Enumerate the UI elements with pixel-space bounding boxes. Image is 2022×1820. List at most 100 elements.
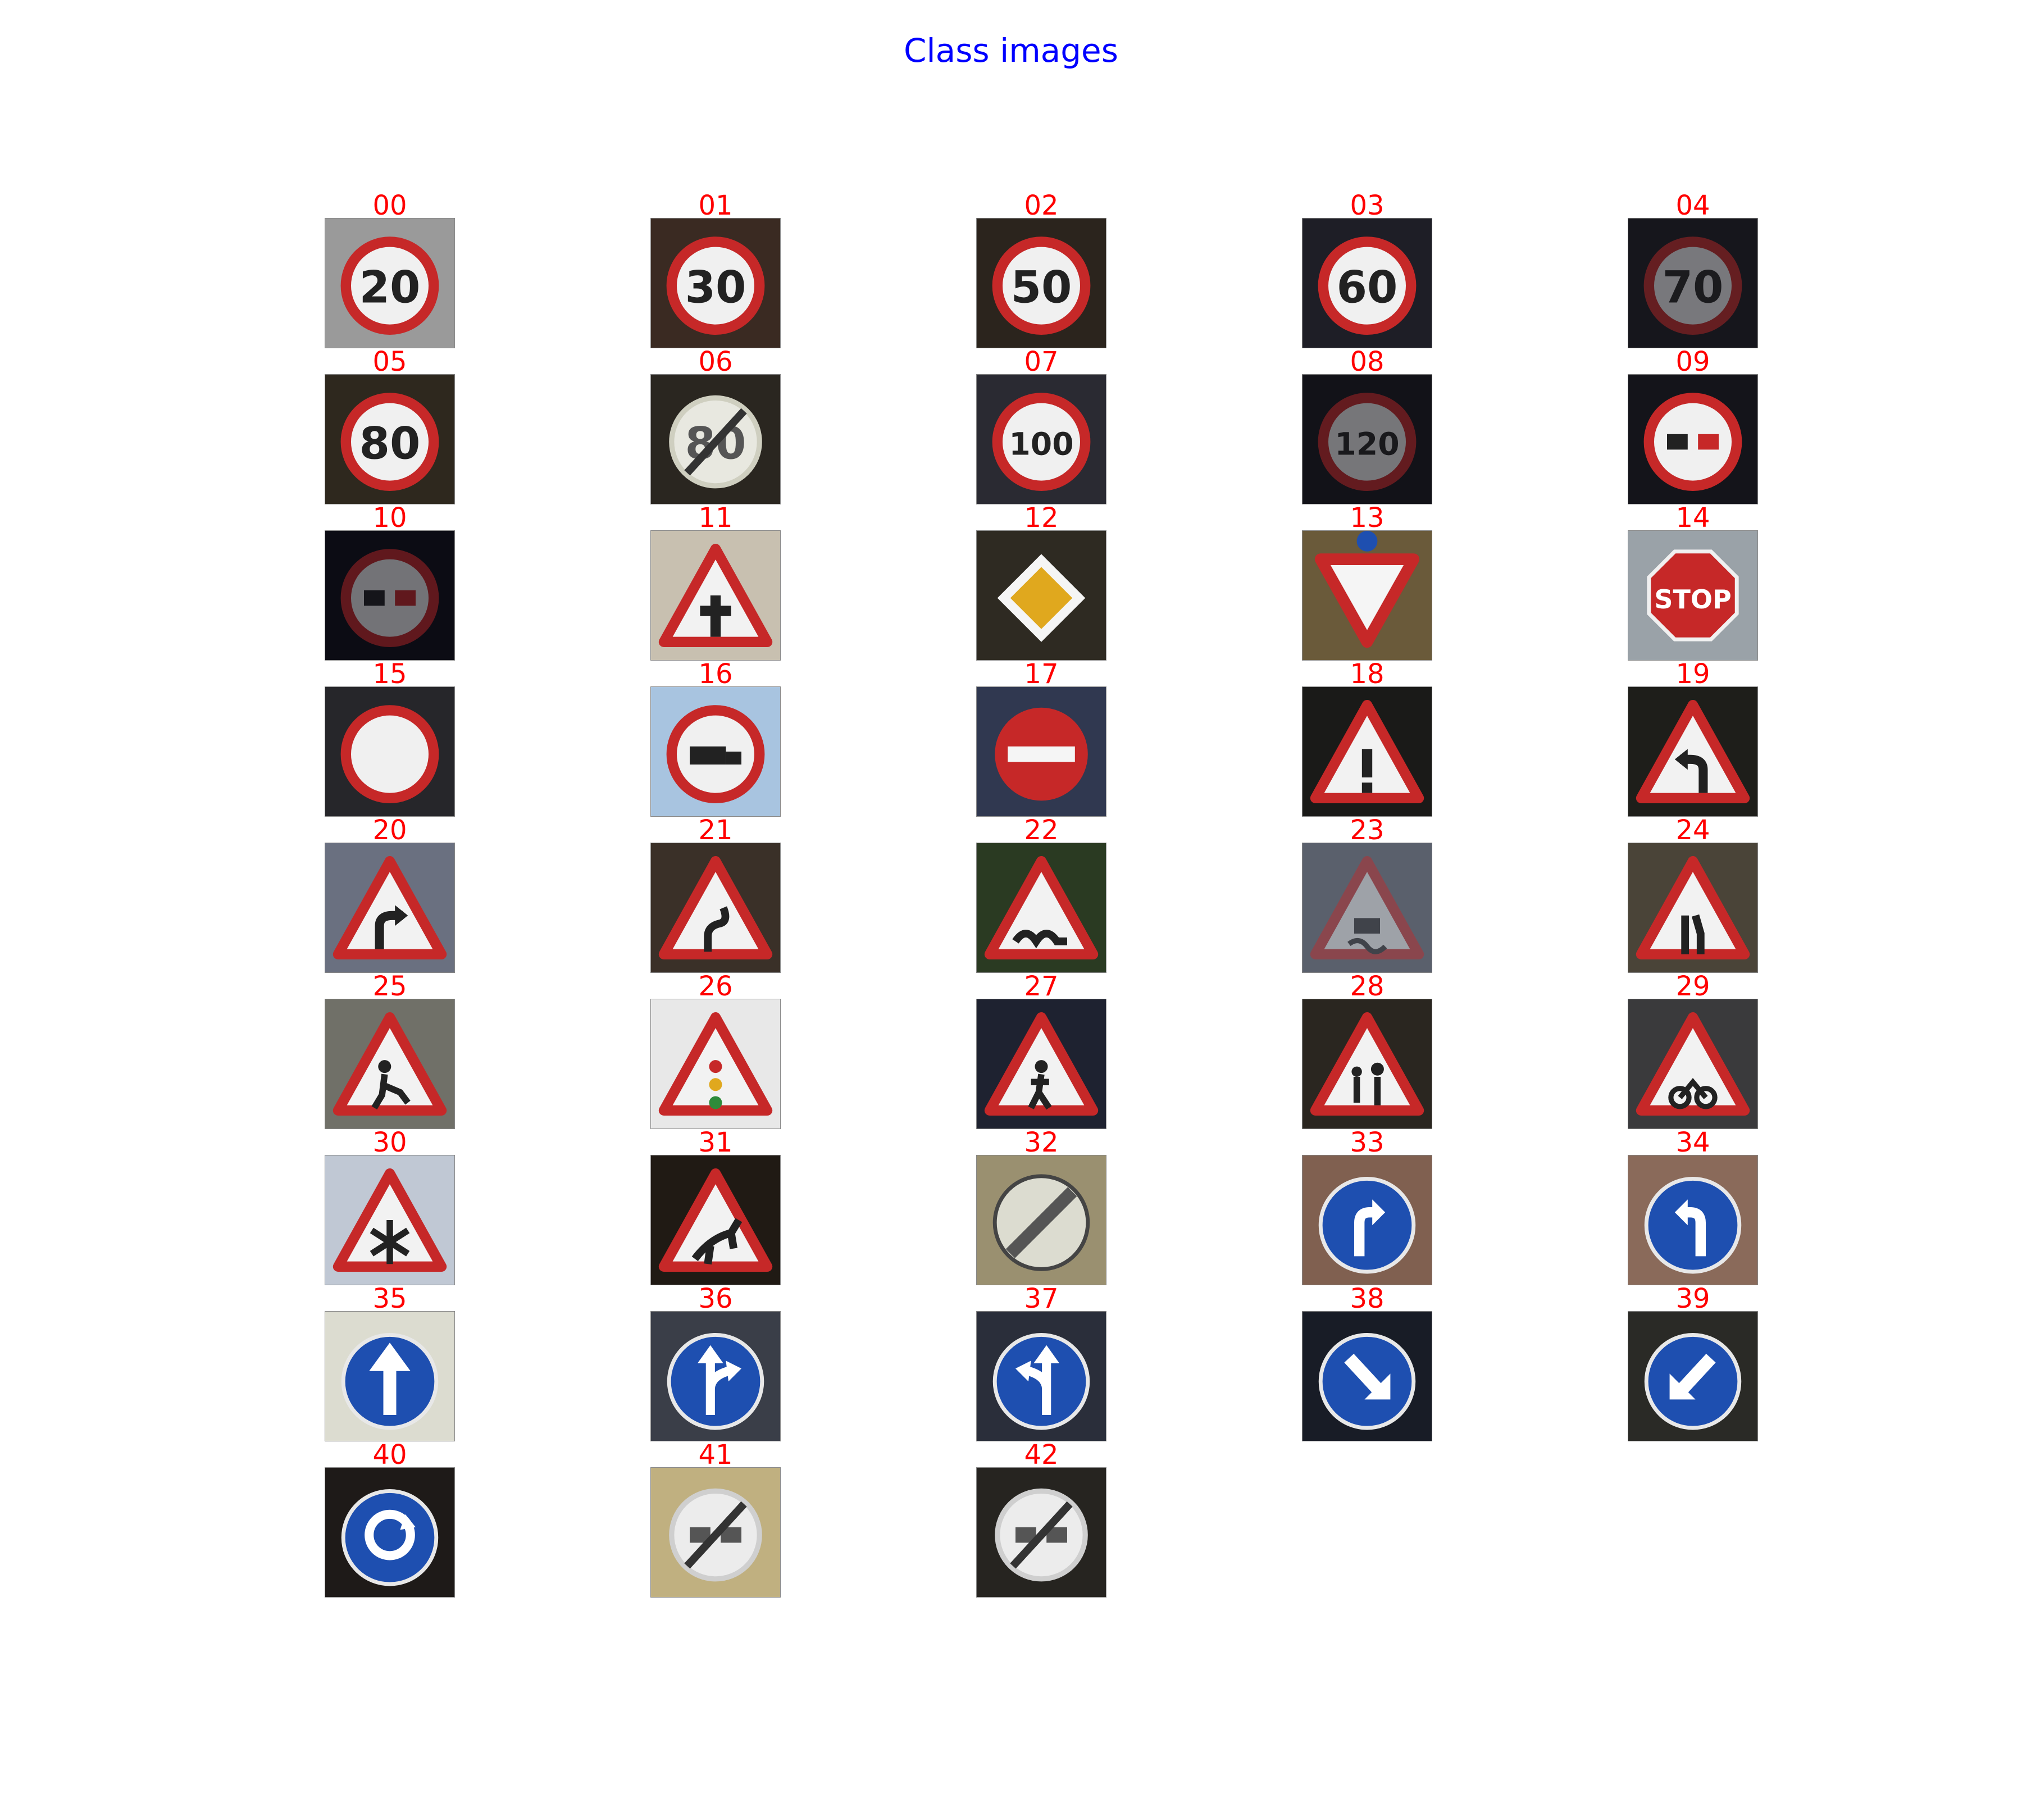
class-label: 12 <box>1024 502 1059 534</box>
class-label: 24 <box>1675 815 1710 846</box>
sign-graphic: STOP <box>1628 531 1757 660</box>
class-label: 16 <box>698 658 733 690</box>
class-cell-12: 12 <box>976 504 1106 661</box>
class-cell-39: 39 <box>1628 1285 1758 1441</box>
class-image <box>1302 843 1432 973</box>
class-cell-32: 32 <box>976 1129 1106 1285</box>
class-image <box>325 999 455 1129</box>
class-label: 29 <box>1675 971 1710 1002</box>
class-label: 14 <box>1675 502 1710 534</box>
class-image <box>650 530 781 661</box>
class-cell-26: 26 <box>650 973 781 1129</box>
class-image: STOP <box>1628 530 1758 661</box>
class-label: 39 <box>1675 1283 1710 1314</box>
figure-title: Class images <box>904 31 1118 70</box>
class-cell-07: 07 100 <box>976 348 1106 504</box>
class-cell-06: 0680 <box>650 348 781 504</box>
sign-graphic <box>1628 843 1757 972</box>
class-label: 04 <box>1675 190 1710 221</box>
class-cell-30: 30 <box>325 1129 455 1285</box>
svg-text:120: 120 <box>1335 427 1399 463</box>
class-label: 21 <box>698 815 733 846</box>
class-cell-28: 28 <box>1302 973 1432 1129</box>
class-cell-17: 17 <box>976 661 1106 817</box>
class-cell-09: 09 <box>1628 348 1758 504</box>
sign-graphic: 70 <box>1628 219 1757 348</box>
class-image <box>976 1155 1106 1285</box>
sign-graphic <box>651 1312 780 1441</box>
class-cell-11: 11 <box>650 504 781 661</box>
sign-graphic: 60 <box>1303 219 1432 348</box>
class-image <box>1302 686 1432 817</box>
class-label: 42 <box>1024 1439 1059 1471</box>
sign-graphic: 20 <box>325 219 454 348</box>
class-image <box>325 1155 455 1285</box>
class-image: 20 <box>325 218 455 348</box>
class-image <box>1628 999 1758 1129</box>
class-image <box>325 1467 455 1598</box>
class-image <box>650 1155 781 1285</box>
sign-graphic <box>977 1312 1106 1441</box>
class-label: 40 <box>372 1439 407 1471</box>
class-image <box>325 530 455 661</box>
svg-text:70: 70 <box>1663 262 1724 313</box>
class-cell-21: 21 <box>650 817 781 973</box>
class-cell-33: 33 <box>1302 1129 1432 1285</box>
class-label: 17 <box>1024 658 1059 690</box>
sign-graphic <box>325 1155 454 1285</box>
sign-graphic <box>651 999 780 1129</box>
sign-graphic <box>977 1155 1106 1285</box>
sign-graphic <box>651 1468 780 1597</box>
sign-graphic <box>651 687 780 816</box>
sign-graphic <box>325 687 454 816</box>
sign-graphic: 80 <box>325 375 454 504</box>
class-label: 38 <box>1350 1283 1385 1314</box>
class-cell-34: 34 <box>1628 1129 1758 1285</box>
class-cell-15: 15 <box>325 661 455 817</box>
class-image <box>325 843 455 973</box>
class-cell-01: 01 30 <box>650 192 781 348</box>
class-label: 18 <box>1350 658 1385 690</box>
class-label: 13 <box>1350 502 1385 534</box>
class-cell-08: 08 120 <box>1302 348 1432 504</box>
svg-text:STOP: STOP <box>1654 584 1731 615</box>
class-cell-25: 25 <box>325 973 455 1129</box>
class-label: 31 <box>698 1127 733 1158</box>
class-image <box>1628 1155 1758 1285</box>
class-cell-10: 10 <box>325 504 455 661</box>
class-image: 80 <box>325 374 455 504</box>
sign-graphic <box>1303 687 1432 816</box>
class-cell-41: 41 <box>650 1441 781 1598</box>
class-cell-38: 38 <box>1302 1285 1432 1441</box>
class-image: 120 <box>1302 374 1432 504</box>
class-label: 27 <box>1024 971 1059 1002</box>
class-cell-16: 16 <box>650 661 781 817</box>
class-label: 19 <box>1675 658 1710 690</box>
class-image <box>1302 999 1432 1129</box>
class-label: 10 <box>372 502 407 534</box>
class-image <box>1302 1155 1432 1285</box>
class-cell-35: 35 <box>325 1285 455 1441</box>
class-cell-29: 29 <box>1628 973 1758 1129</box>
svg-text:60: 60 <box>1337 262 1398 313</box>
class-cell-24: 24 <box>1628 817 1758 973</box>
class-label: 25 <box>372 971 407 1002</box>
class-image: 100 <box>976 374 1106 504</box>
sign-graphic <box>1628 375 1757 504</box>
class-label: 35 <box>372 1283 407 1314</box>
class-cell-18: 18 <box>1302 661 1432 817</box>
class-image <box>976 1467 1106 1598</box>
class-image <box>1628 1311 1758 1441</box>
svg-text:100: 100 <box>1009 427 1073 463</box>
sign-graphic <box>651 531 780 660</box>
sign-graphic <box>1303 531 1432 660</box>
class-image <box>1628 374 1758 504</box>
class-label: 05 <box>372 346 407 377</box>
class-cell-42: 42 <box>976 1441 1106 1598</box>
class-cell-37: 37 <box>976 1285 1106 1441</box>
class-cell-03: 03 60 <box>1302 192 1432 348</box>
class-cell-40: 40 <box>325 1441 455 1598</box>
sign-graphic <box>1303 1312 1432 1441</box>
class-label: 34 <box>1675 1127 1710 1158</box>
